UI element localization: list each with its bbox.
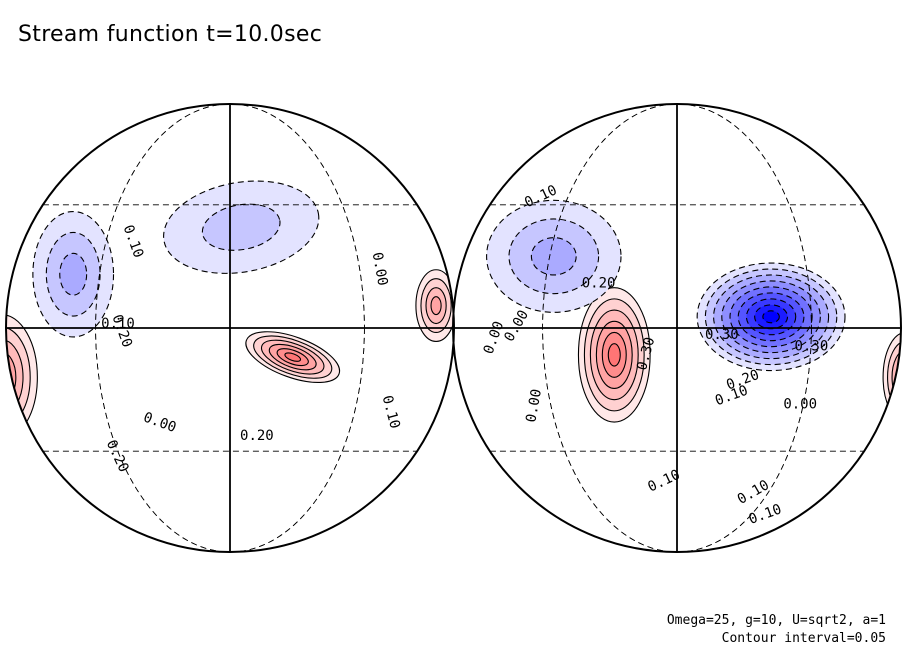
contour-band xyxy=(59,252,88,296)
field-feature xyxy=(696,262,846,372)
contour-band xyxy=(201,203,281,251)
parameter-line: Omega=25, g=10, U=sqrt2, a=1 xyxy=(666,613,886,628)
contour-band xyxy=(284,352,302,362)
field-feature xyxy=(486,199,622,313)
field-feature xyxy=(577,287,651,423)
contour-label: 0.10 xyxy=(101,316,135,332)
field-feature xyxy=(32,210,115,338)
field-feature xyxy=(163,180,320,274)
contour-label: 0.30 xyxy=(795,338,829,354)
contour-band xyxy=(530,237,577,276)
field-feature xyxy=(415,269,454,342)
contour-band xyxy=(6,364,10,391)
contour-band xyxy=(762,310,780,324)
contour-label: 0.20 xyxy=(240,428,274,444)
contour-interval-text: Contour interval=0.05 xyxy=(721,631,886,646)
contour-label: 0.30 xyxy=(705,327,739,343)
right-hemisphere-frame xyxy=(452,103,902,553)
contour-band xyxy=(607,343,621,367)
contour-label: 0.20 xyxy=(582,276,616,292)
longitude-line xyxy=(95,103,365,553)
longitude-line xyxy=(542,103,812,553)
contour-band xyxy=(430,296,442,316)
contour-label: 0.00 xyxy=(369,251,391,287)
chart-title: Stream function t=10.0sec xyxy=(18,22,323,47)
contour-label: 0.00 xyxy=(783,397,817,413)
field-feature xyxy=(245,331,341,384)
contour-label: 0.00 xyxy=(523,388,545,424)
